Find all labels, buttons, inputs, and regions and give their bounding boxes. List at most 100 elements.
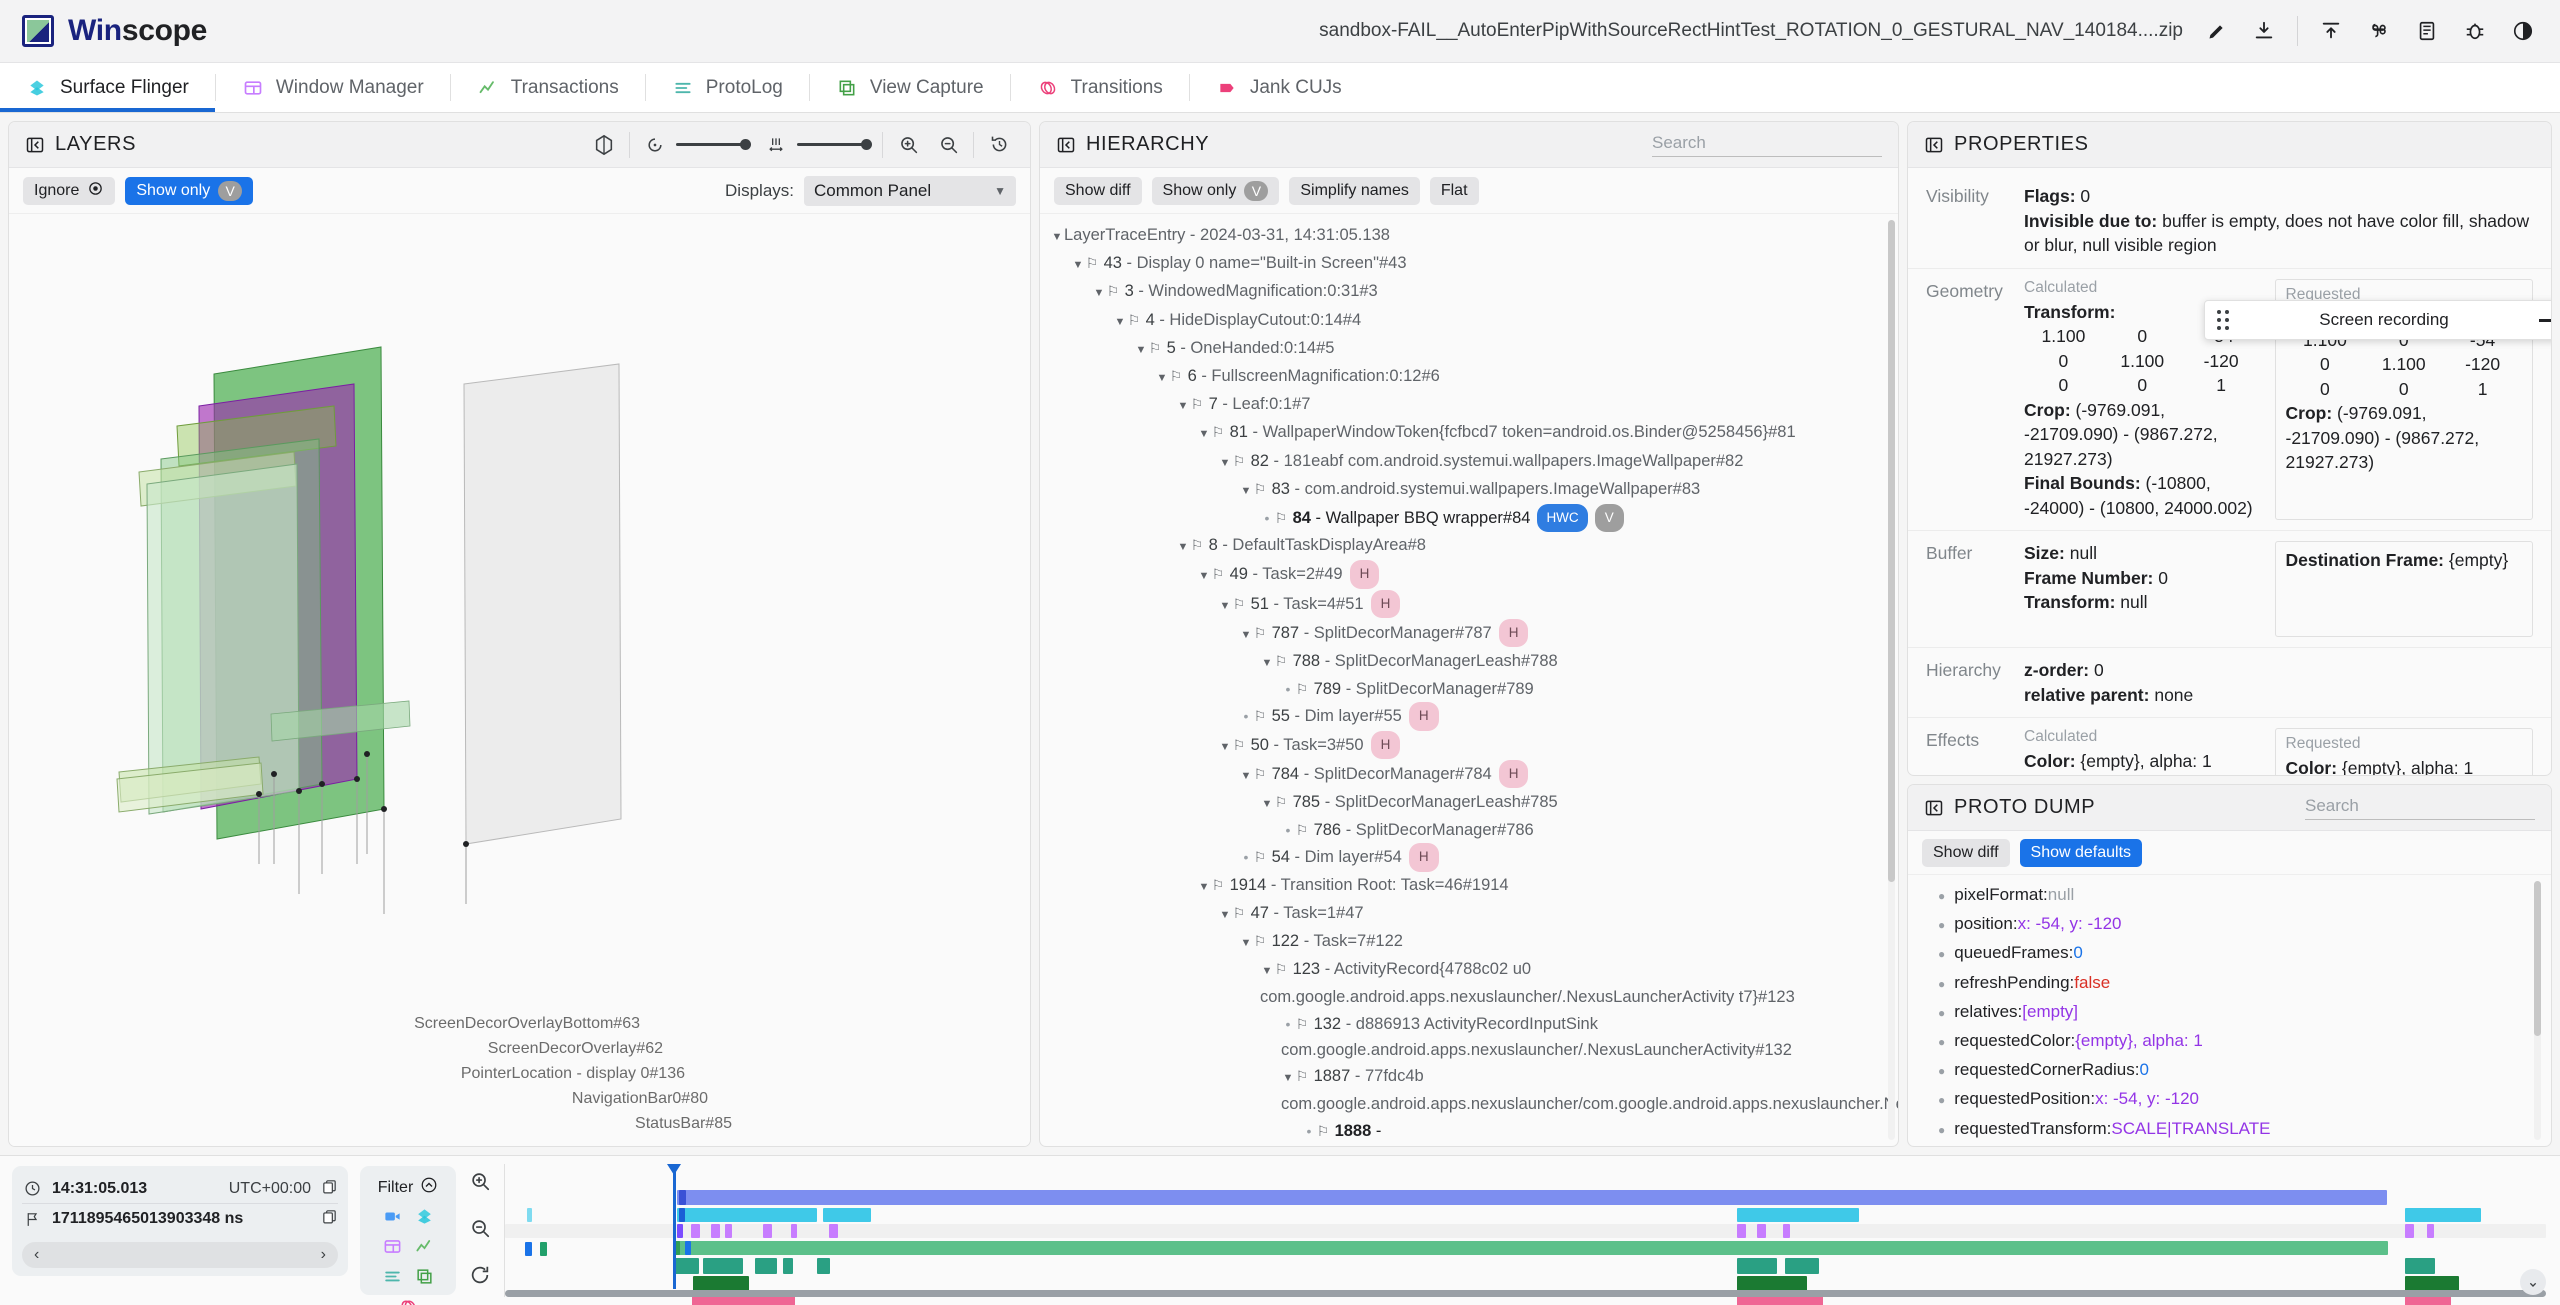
show-defaults-button[interactable]: Show defaults — [2019, 838, 2143, 867]
expand-arrow-icon[interactable]: ▼ — [1156, 372, 1168, 385]
hierarchy-node[interactable]: • ⚐ 132 - d886913 ActivityRecordInputSink… — [1050, 1011, 1894, 1063]
hierarchy-node[interactable]: ▼ ⚐ 43 - Display 0 name="Built-in Screen"… — [1050, 250, 1894, 278]
hierarchy-node[interactable]: • ⚐ 786 - SplitDecorManager#786 — [1050, 817, 1894, 843]
hierarchy-scrollbar[interactable] — [1888, 220, 1895, 1140]
3d-view-icon[interactable] — [589, 130, 619, 160]
expand-arrow-icon[interactable]: ▼ — [1198, 570, 1210, 583]
layers-3d-view[interactable] — [9, 214, 1030, 954]
hierarchy-node[interactable]: ▼ ⚐ 7 - Leaf:0:1#7 — [1050, 391, 1894, 419]
pin-icon[interactable]: ⚐ — [1211, 876, 1225, 893]
pin-icon[interactable]: ⚐ — [1211, 566, 1225, 583]
hierarchy-node[interactable]: • ⚐ 55 - Dim layer#55 H — [1050, 702, 1894, 731]
rotation-slider[interactable] — [640, 130, 751, 160]
screen-recording-overlay[interactable]: Screen recording ◢ — [2204, 300, 2551, 340]
displays-select[interactable]: Common Panel ▼ — [804, 175, 1016, 206]
hierarchy-node[interactable]: ▼ ⚐ 784 - SplitDecorManager#784 H — [1050, 759, 1894, 789]
expand-arrow-icon[interactable]: ▼ — [1198, 880, 1210, 893]
pin-icon[interactable]: ⚐ — [1127, 311, 1141, 328]
slider-track[interactable] — [797, 143, 863, 146]
spacing-slider[interactable] — [761, 130, 872, 160]
pin-icon[interactable]: ⚐ — [1106, 283, 1120, 300]
pin-icon[interactable]: ⚐ — [1190, 396, 1204, 413]
prev-entry-button[interactable]: ‹ — [34, 1246, 40, 1263]
hierarchy-node[interactable]: • ⚐ 789 - SplitDecorManager#789 — [1050, 676, 1894, 702]
expand-arrow-icon[interactable]: ▼ — [1261, 798, 1273, 811]
reset-view-icon[interactable] — [984, 130, 1014, 160]
hierarchy-node[interactable]: ▼ ⚐ 787 - SplitDecorManager#787 H — [1050, 618, 1894, 648]
transactions-icon[interactable] — [415, 1237, 434, 1261]
hierarchy-node[interactable]: ▼ ⚐ 50 - Task=3#50 H — [1050, 730, 1894, 760]
download-icon[interactable] — [2249, 16, 2279, 46]
pin-icon[interactable]: ⚐ — [1085, 255, 1099, 272]
show-only-button[interactable]: Show only V — [1151, 176, 1280, 205]
copy-icon[interactable] — [321, 1208, 338, 1230]
protolog-icon[interactable] — [383, 1267, 402, 1291]
tab-transactions[interactable]: Transactions — [451, 63, 645, 112]
copy-icon[interactable] — [321, 1178, 338, 1200]
pin-icon[interactable]: ⚐ — [1274, 510, 1288, 527]
hierarchy-node[interactable]: ▼ ⚐ 81 - WallpaperWindowToken{fcfbcd7 tok… — [1050, 419, 1894, 447]
hierarchy-node[interactable]: ▼ ⚐ 47 - Task=1#47 — [1050, 900, 1894, 928]
collapse-icon[interactable] — [25, 135, 45, 155]
tab-protolog[interactable]: ProtoLog — [646, 63, 809, 112]
hierarchy-node[interactable]: ▼ ⚐ 83 - com.android.systemui.wallpapers.… — [1050, 476, 1894, 504]
proto-dump-body[interactable]: ● pixelFormat:null ● position:x: -54, y: -1… — [1908, 875, 2551, 1146]
hierarchy-node[interactable]: ▼ ⚐ 785 - SplitDecorManagerLeash#785 — [1050, 789, 1894, 817]
pin-icon[interactable]: ⚐ — [1253, 933, 1267, 950]
screen-recording-icon[interactable] — [383, 1207, 402, 1231]
proto-dump-entry[interactable]: ● pixelFormat:null — [1938, 881, 2551, 910]
simplify-names-button[interactable]: Simplify names — [1289, 176, 1420, 205]
collapse-icon[interactable] — [1924, 798, 1944, 818]
hierarchy-node[interactable]: ▼ ⚐ 122 - Task=7#122 — [1050, 928, 1894, 956]
hierarchy-node[interactable]: ▼ ⚐ 49 - Task=2#49 H — [1050, 560, 1894, 589]
rect-label[interactable]: ScreenDecorOverlay#62 — [487, 1040, 663, 1057]
pin-icon[interactable]: ⚐ — [1232, 736, 1246, 753]
proto-dump-entry[interactable]: ● requestedCornerRadius:0 — [1938, 1056, 2551, 1085]
hierarchy-node[interactable]: ▼ ⚐ 1914 - Transition Root: Task=46#1914 — [1050, 872, 1894, 900]
hierarchy-tree[interactable]: ▼LayerTraceEntry - 2024-03-31, 14:31:05.… — [1040, 214, 1898, 1146]
expand-arrow-icon[interactable]: ▼ — [1114, 315, 1126, 328]
expand-arrow-icon[interactable]: ▼ — [1219, 740, 1231, 753]
bug-icon[interactable] — [2460, 16, 2490, 46]
pin-icon[interactable]: ⚐ — [1295, 1068, 1309, 1085]
hierarchy-node[interactable]: ▼ ⚐ 4 - HideDisplayCutout:0:14#4 — [1050, 307, 1894, 335]
pin-icon[interactable]: ⚐ — [1232, 595, 1246, 612]
pin-icon[interactable]: ⚐ — [1232, 904, 1246, 921]
docs-icon[interactable] — [2412, 16, 2442, 46]
hierarchy-node[interactable]: ▼ ⚐ 8 - DefaultTaskDisplayArea#8 — [1050, 532, 1894, 560]
pin-icon[interactable]: ⚐ — [1253, 480, 1267, 497]
pin-icon[interactable]: ⚐ — [1253, 765, 1267, 782]
hierarchy-node[interactable]: ▼ ⚐ 51 - Task=4#51 H — [1050, 589, 1894, 619]
hierarchy-node[interactable]: •⚐ 1888 - com.google.android.apps.nexusl… — [1050, 1118, 1894, 1147]
tab-window-manager[interactable]: Window Manager — [216, 63, 450, 112]
show-diff-button[interactable]: Show diff — [1922, 838, 2010, 867]
expand-arrow-icon[interactable]: ▼ — [1261, 657, 1273, 670]
zoom-out-icon[interactable] — [933, 130, 963, 160]
pin-icon[interactable]: ⚐ — [1274, 961, 1288, 978]
upload-icon[interactable] — [2316, 16, 2346, 46]
hierarchy-search-input[interactable]: Search — [1652, 133, 1882, 157]
hierarchy-node[interactable]: ▼ ⚐ 5 - OneHanded:0:14#5 — [1050, 335, 1894, 363]
hierarchy-node[interactable]: ▼ ⚐ 6 - FullscreenMagnification:0:12#6 — [1050, 363, 1894, 391]
minimize-icon[interactable] — [2539, 318, 2551, 322]
expand-arrow-icon[interactable]: ▼ — [1219, 456, 1231, 469]
pin-icon[interactable]: ⚐ — [1295, 681, 1309, 698]
expand-arrow-icon[interactable]: ▼ — [1135, 343, 1147, 356]
ignore-button[interactable]: Ignore — [23, 176, 116, 205]
entry-nav[interactable]: ‹ › — [22, 1242, 338, 1268]
pin-icon[interactable]: ⚐ — [1316, 1122, 1330, 1139]
timeline-cursor[interactable] — [667, 1164, 681, 1289]
shortcuts-icon[interactable] — [2364, 16, 2394, 46]
expand-timeline-icon[interactable] — [2520, 1269, 2546, 1295]
expand-arrow-icon[interactable]: ▼ — [1072, 259, 1084, 272]
timeline-scrollbar[interactable] — [505, 1290, 2546, 1297]
hierarchy-node[interactable]: • ⚐ 84 - Wallpaper BBQ wrapper#84 HWC V — [1050, 504, 1894, 533]
rect-label[interactable]: StatusBar#85 — [635, 1115, 732, 1132]
collapse-icon[interactable] — [1924, 135, 1944, 155]
pin-icon[interactable]: ⚐ — [1295, 1015, 1309, 1032]
chevron-up-icon[interactable] — [420, 1176, 438, 1199]
show-only-button[interactable]: Show only V — [125, 176, 254, 205]
proto-dump-entry[interactable]: ● relatives:[empty] — [1938, 998, 2551, 1027]
proto-dump-entry[interactable]: ● refreshPending:false — [1938, 969, 2551, 998]
tab-transitions[interactable]: Transitions — [1011, 63, 1189, 112]
